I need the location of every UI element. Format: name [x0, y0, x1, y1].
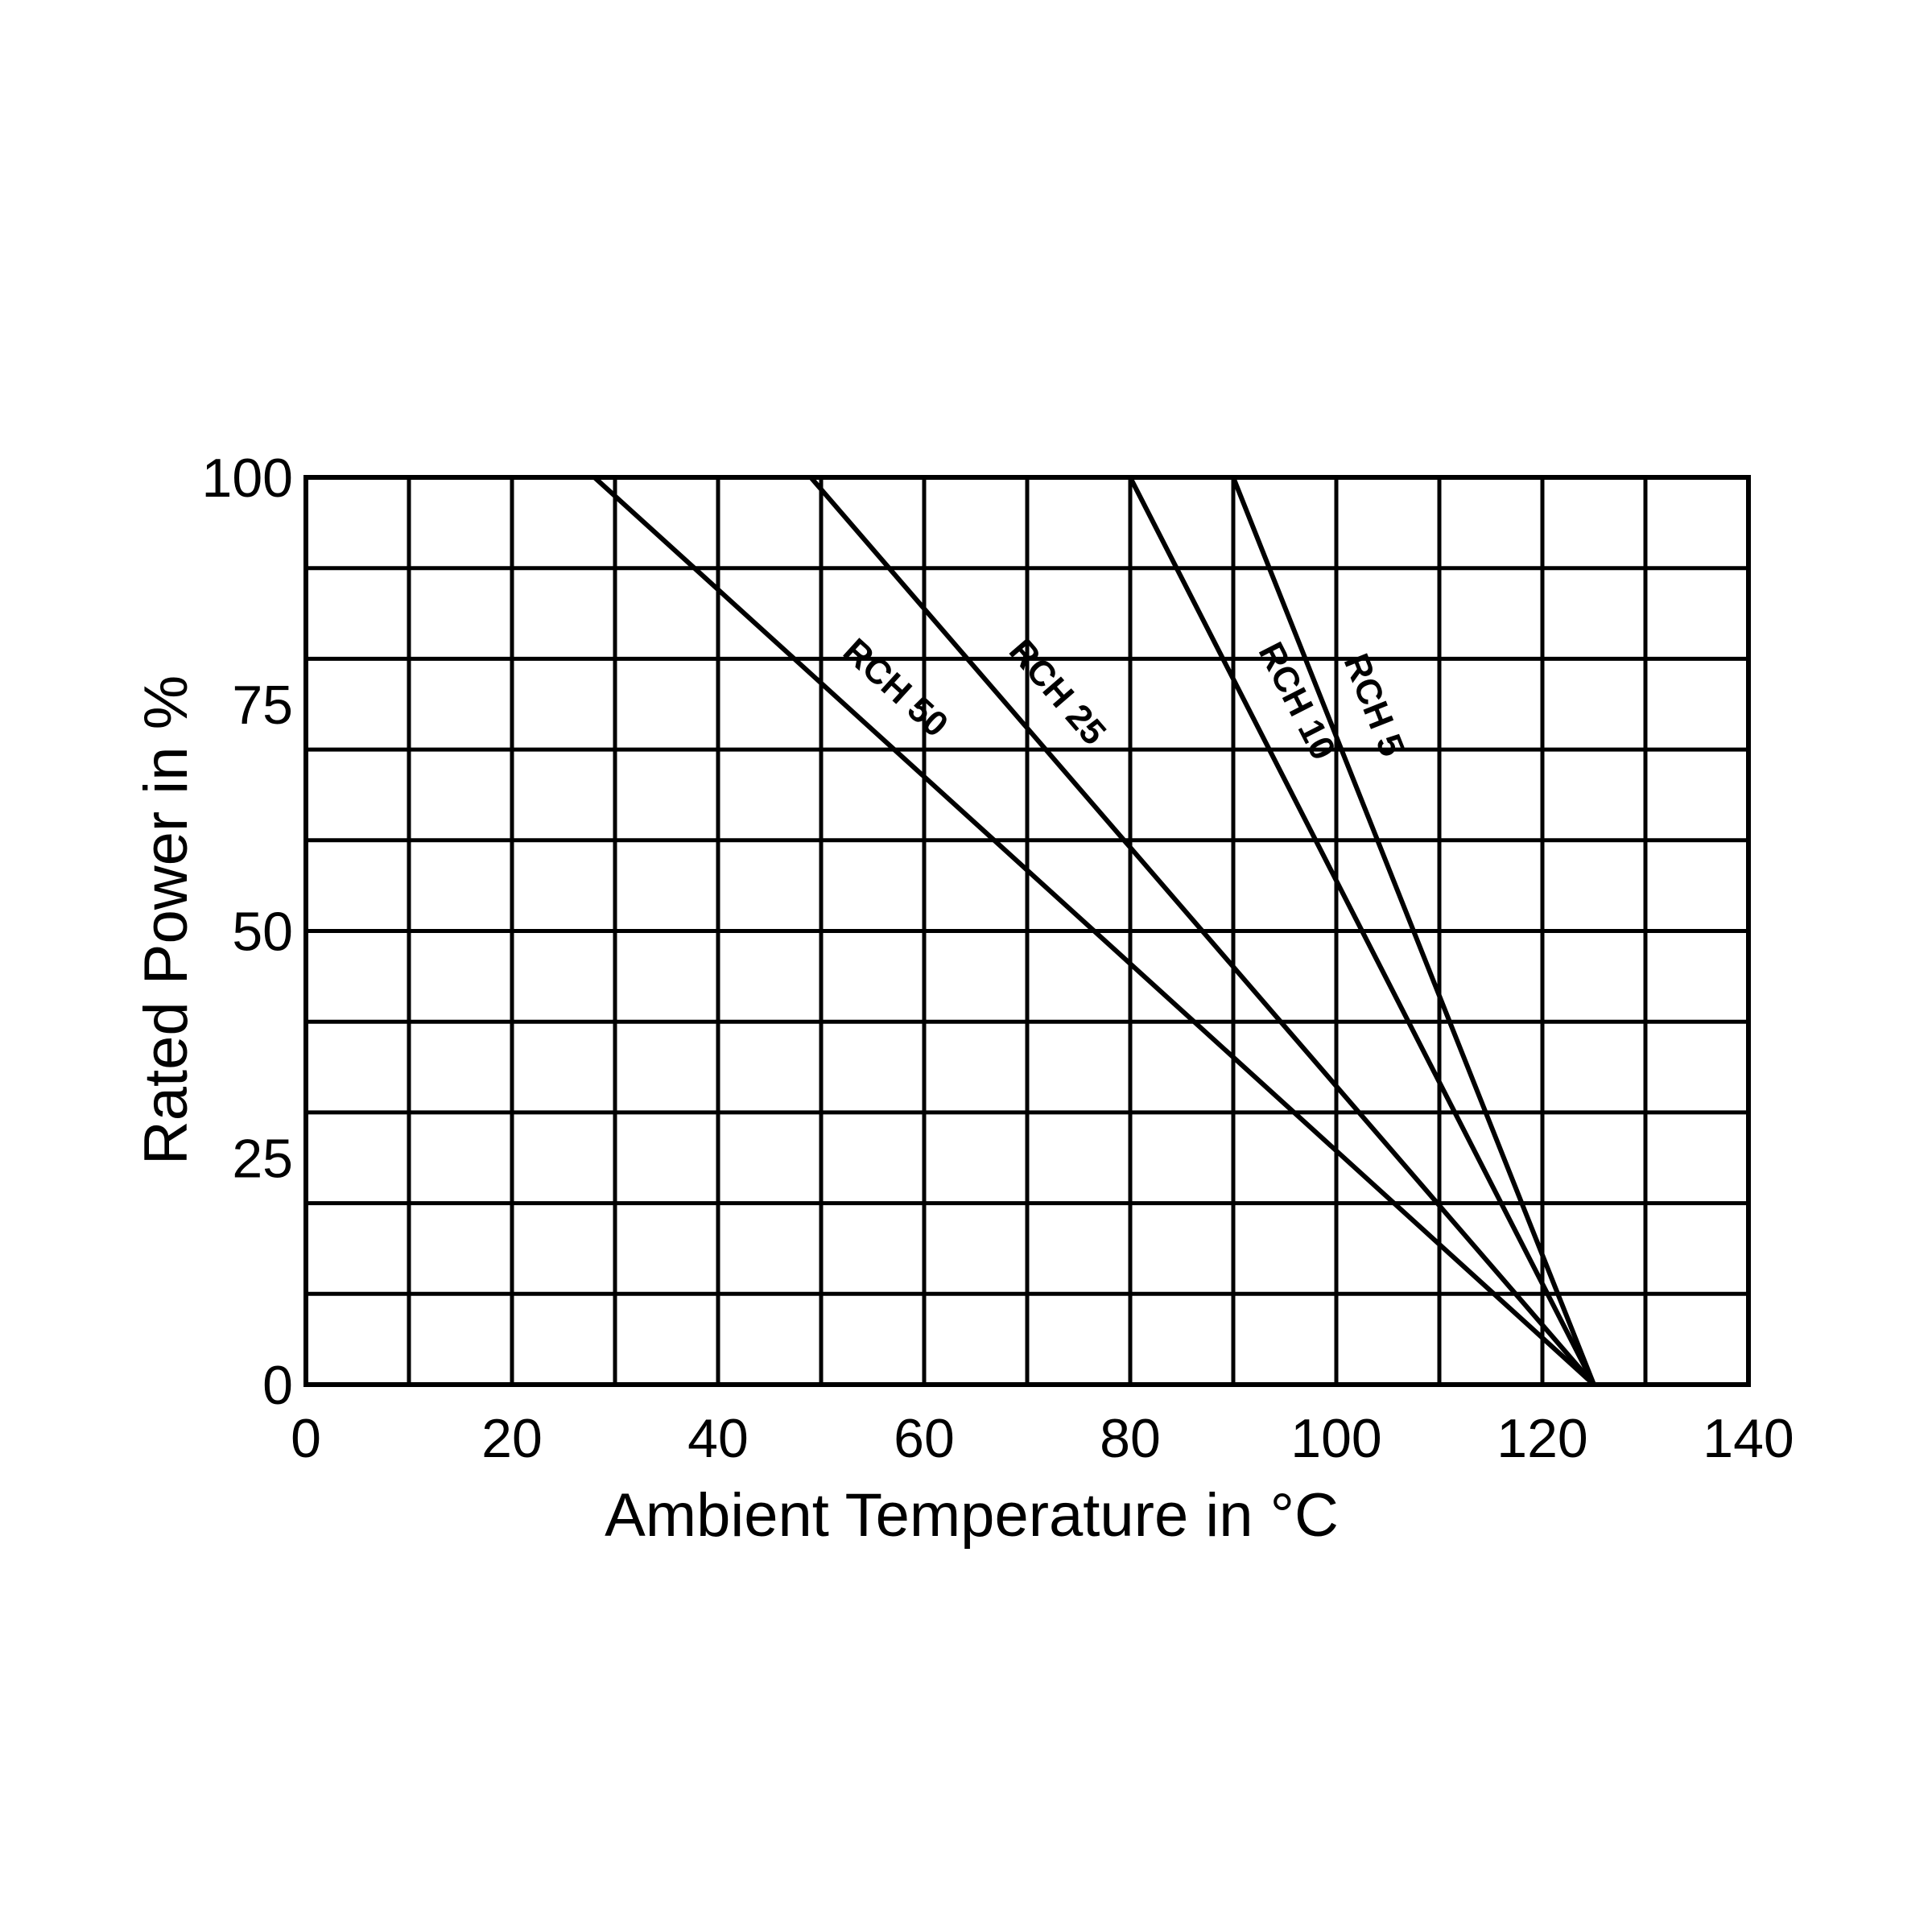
x-tick-label: 20 — [481, 1408, 543, 1469]
series-label: RCH 50 — [836, 631, 956, 745]
series-lines — [592, 475, 1596, 1387]
x-tick-label: 60 — [894, 1408, 955, 1469]
series-line-rch-50 — [592, 475, 1596, 1387]
tick-labels: 0 20 40 60 80 100 120 140 0 25 50 75 100 — [202, 448, 1794, 1469]
series-label: RCH 5 — [1336, 649, 1412, 762]
series-line-rch-25 — [808, 476, 1596, 1386]
y-tick-label: 75 — [232, 675, 293, 736]
plot-frame — [303, 475, 1751, 1387]
grid — [303, 475, 1751, 1387]
y-axis-title: Rated Power in % — [132, 675, 200, 1165]
x-tick-label: 80 — [1100, 1408, 1161, 1469]
series-line-rch-5 — [1231, 476, 1596, 1386]
series-line-rch-10 — [1128, 476, 1596, 1386]
x-axis-title: Ambient Temperature in °C — [605, 1481, 1339, 1550]
x-tick-label: 120 — [1496, 1408, 1587, 1469]
y-tick-label: 100 — [202, 448, 293, 509]
x-tick-label: 100 — [1290, 1408, 1381, 1469]
x-tick-label: 0 — [291, 1408, 321, 1469]
y-tick-label: 50 — [232, 902, 293, 963]
y-tick-label: 25 — [232, 1128, 293, 1189]
x-tick-label: 140 — [1703, 1408, 1794, 1469]
series-label: RCH 10 — [1251, 636, 1344, 766]
series-label: RCH 25 — [1001, 631, 1113, 752]
y-tick-label: 0 — [262, 1355, 293, 1416]
x-tick-label: 40 — [687, 1408, 749, 1469]
